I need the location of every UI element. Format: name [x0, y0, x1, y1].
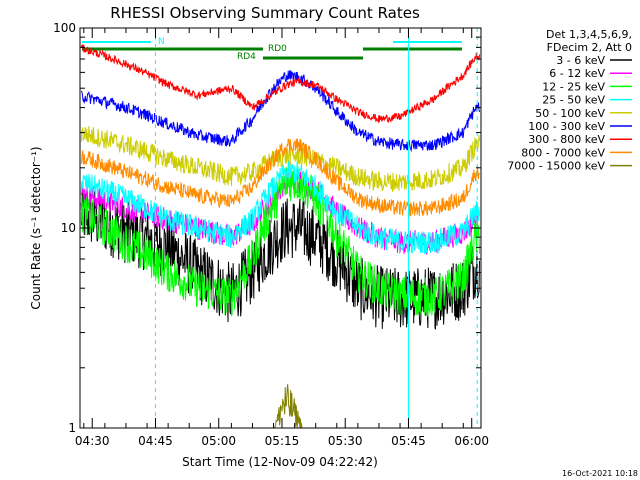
annotation-n: N — [158, 37, 165, 47]
x-tick-label-0430: 04:30 — [75, 434, 110, 448]
legend-label-2: 6 - 12 keV — [549, 67, 605, 80]
legend-header-line-1: Det 1,3,4,5,6,9, — [546, 28, 632, 41]
y-tick-label-10: 10 — [61, 221, 76, 235]
annotation-rd4: RD4 — [237, 52, 256, 62]
x-tick-label-0515: 05:15 — [265, 434, 300, 448]
y-tick-label-100: 100 — [53, 21, 76, 35]
x-tick-label-0600: 06:00 — [454, 434, 489, 448]
y-axis-label: Count Rate (s⁻¹ detector⁻¹) — [29, 146, 43, 309]
x-tick-label-0545: 05:45 — [391, 434, 426, 448]
x-tick-label-0445: 04:45 — [138, 434, 173, 448]
legend-label-3: 12 - 25 keV — [542, 80, 605, 93]
annotation-rd0: RD0 — [268, 44, 287, 54]
legend-label-5: 50 - 100 keV — [535, 107, 605, 120]
y-tick-label-1: 1 — [68, 421, 76, 435]
legend-label-8: 800 - 7000 keV — [521, 146, 605, 159]
legend-label-1: 3 - 6 keV — [556, 54, 605, 67]
legend-header-line-2: FDecim 2, Att 0 — [547, 41, 632, 54]
legend-label-6: 100 - 300 keV — [528, 120, 605, 133]
x-axis-label: Start Time (12-Nov-09 04:22:42) — [182, 455, 378, 469]
x-tick-label-0530: 05:30 — [328, 434, 363, 448]
chart-title: RHESSI Observing Summary Count Rates — [110, 4, 420, 22]
legend-label-9: 7000 - 15000 keV — [507, 160, 605, 173]
footer-timestamp: 16-Oct-2021 10:18 — [562, 469, 638, 478]
legend-label-4: 25 - 50 keV — [542, 94, 605, 107]
x-tick-label-0500: 05:00 — [201, 434, 236, 448]
legend-label-7: 300 - 800 keV — [528, 133, 605, 146]
